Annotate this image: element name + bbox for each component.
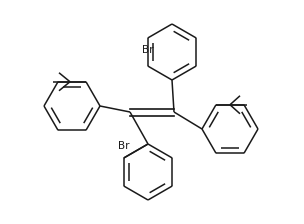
Text: Br: Br: [142, 45, 154, 55]
Text: Br: Br: [118, 141, 130, 151]
